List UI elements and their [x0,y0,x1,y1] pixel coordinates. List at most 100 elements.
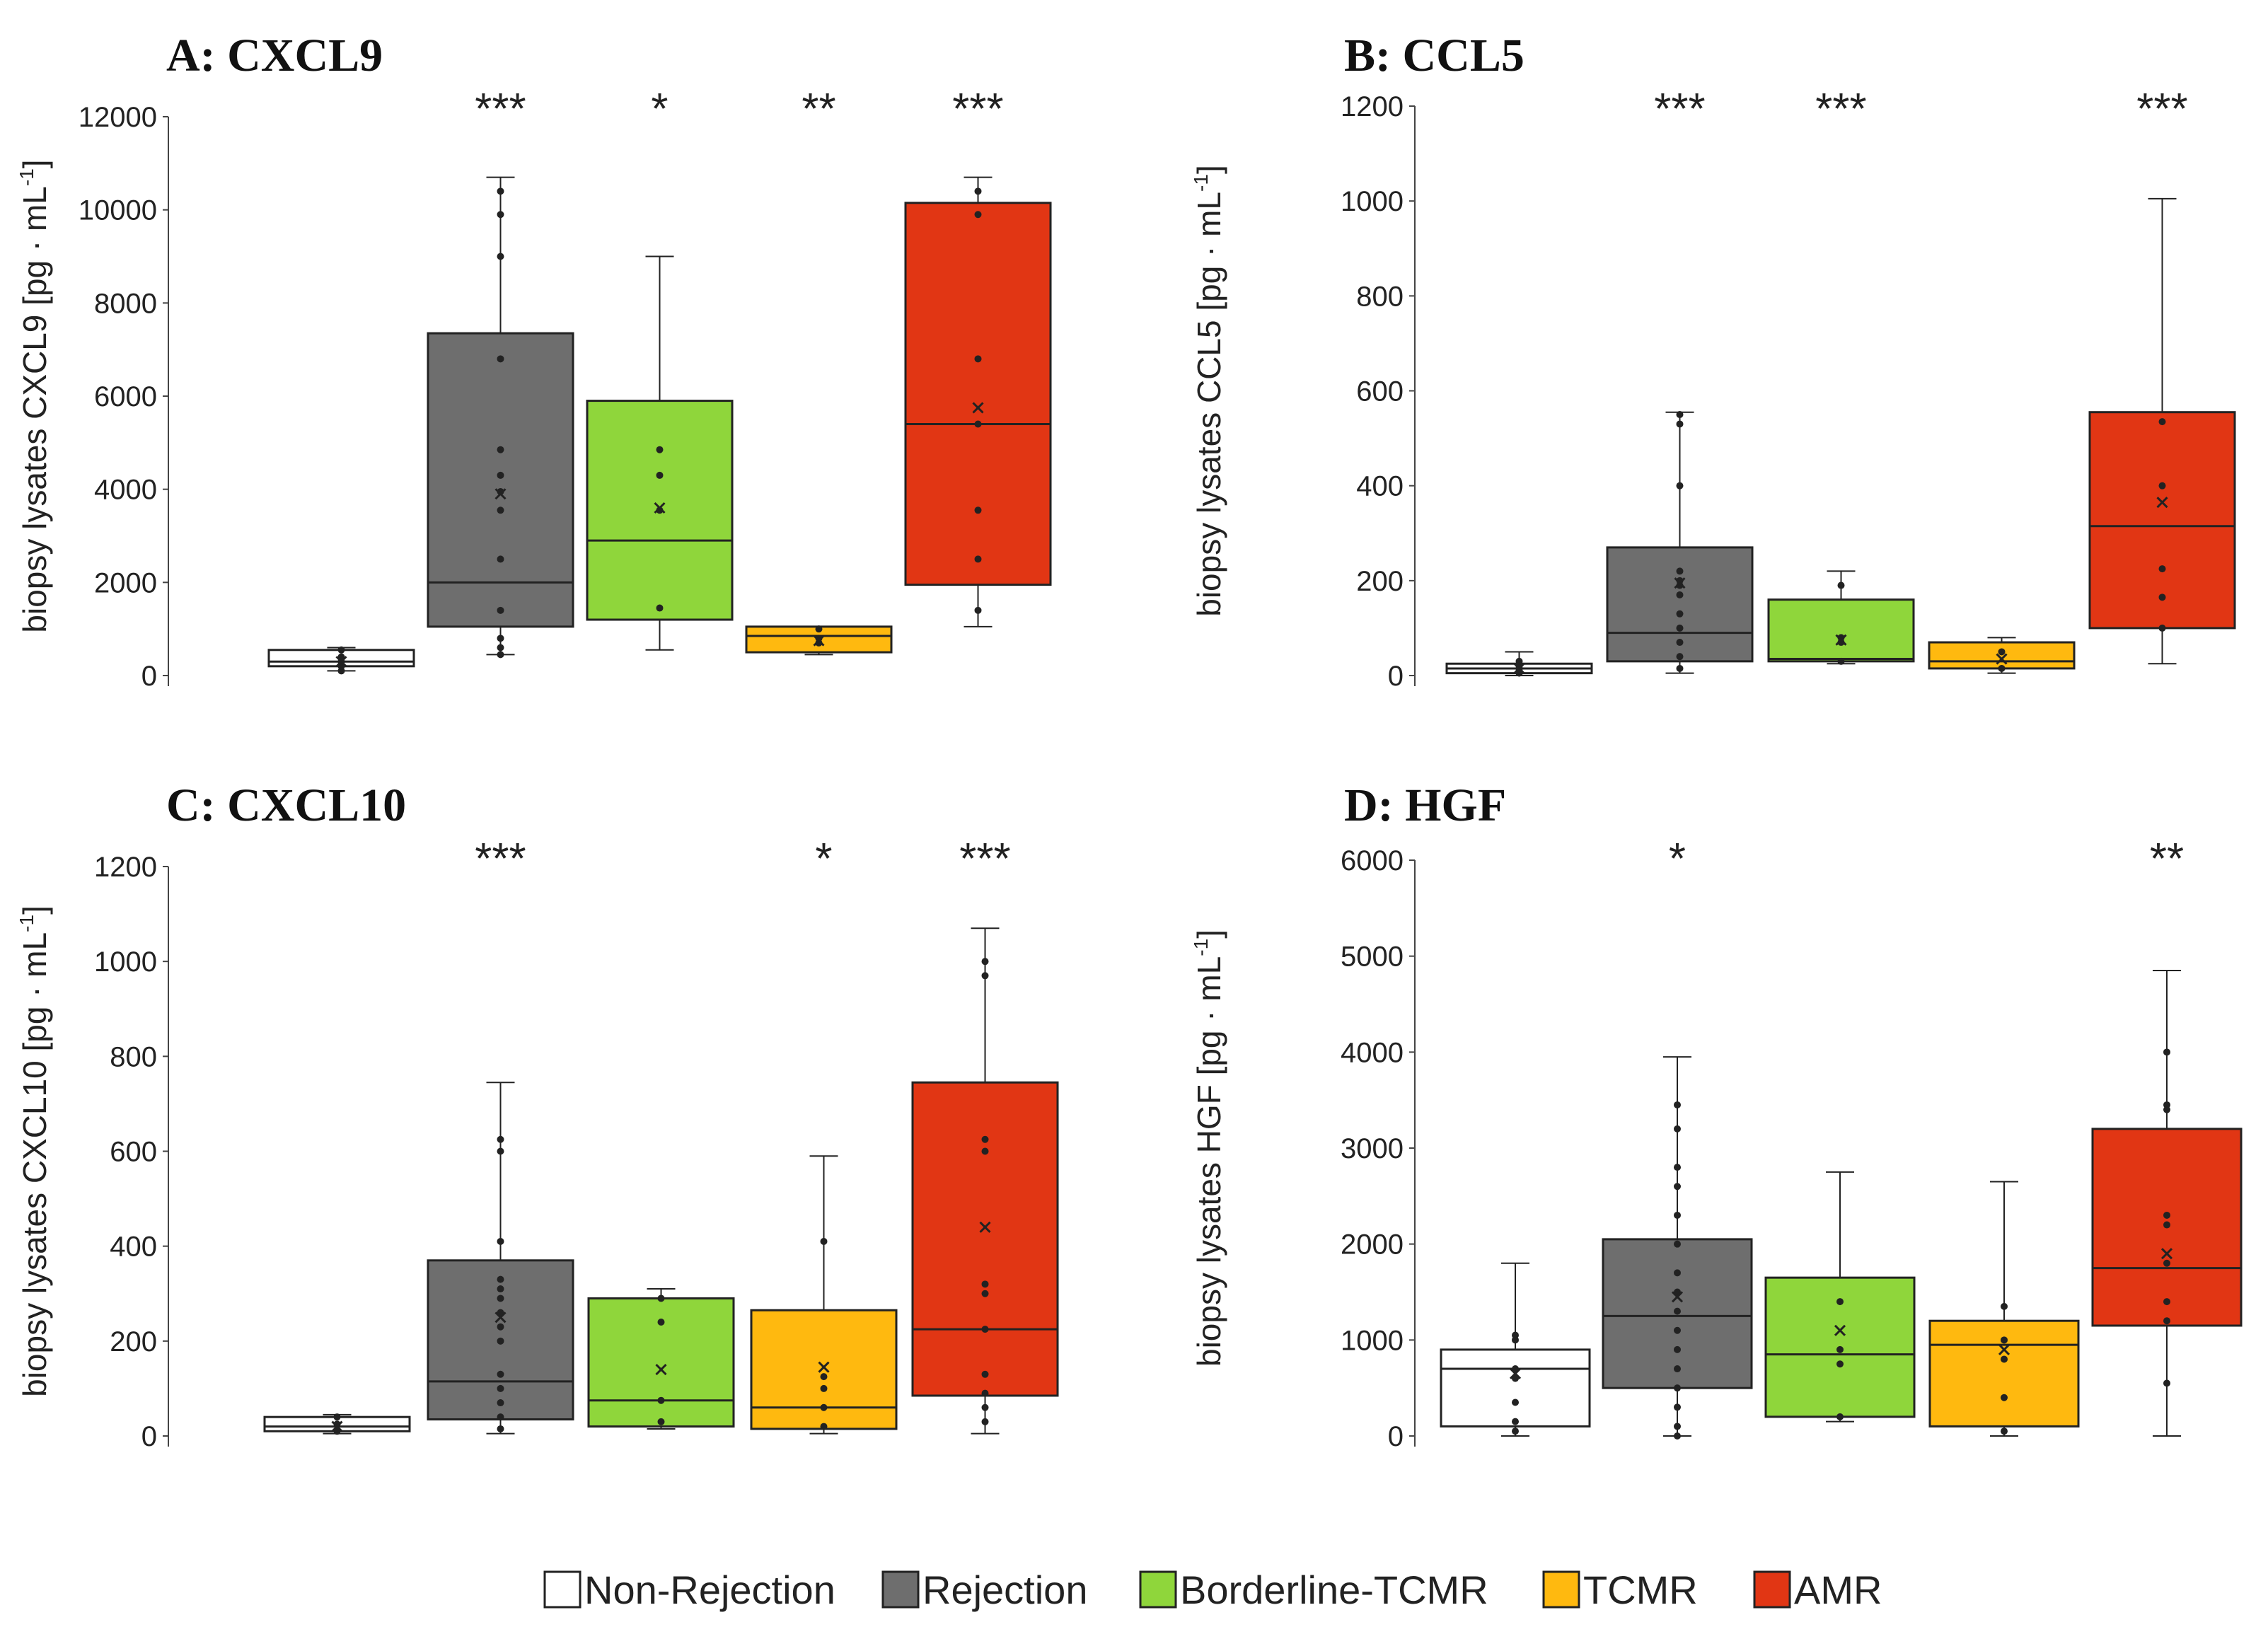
box-non-rejection [1440,1262,1591,1437]
box-non-rejection [1445,651,1593,677]
data-point [657,1418,665,1425]
y-tick-label: 12000 [79,102,157,133]
iqr-box [1928,641,2076,670]
data-point [1836,1360,1844,1368]
data-point [497,355,504,363]
y-tick-label: 200 [110,1326,157,1357]
y-tick-label: 1000 [1341,186,1404,217]
data-point [981,1418,989,1425]
data-point [974,555,982,563]
data-point [497,1413,504,1421]
data-point [497,555,504,563]
mean-marker [2156,497,2168,509]
y-axis-label: biopsy lysates CCL5 [pg · mL-1] [1190,165,1227,617]
data-point [1676,653,1684,661]
data-point [2001,1302,2008,1310]
y-tick-label: 1000 [1341,1325,1404,1356]
box-borderline-tcmr [1767,570,1915,665]
data-point [981,972,989,980]
y-tick-label: 1200 [1341,91,1404,122]
data-point [2163,1211,2170,1219]
y-tick-label: 5000 [1341,942,1404,973]
box-borderline-tcmr [587,1288,735,1430]
box-tcmr [750,1155,898,1435]
data-point [1674,1423,1681,1430]
data-point [333,1413,341,1421]
data-point [2163,1048,2170,1056]
y-tick-label: 0 [1388,1421,1404,1452]
data-point [497,1370,504,1378]
data-point [974,506,982,514]
box-amr [911,927,1059,1435]
data-point [497,1237,504,1245]
data-point [974,420,982,428]
data-point [1998,664,2006,672]
significance-label: ** [802,85,835,134]
data-point [497,1275,504,1283]
significance-label: ** [2150,835,2184,884]
data-point [1674,1125,1681,1133]
box-amr [2088,197,2236,665]
data-point [497,644,504,651]
data-point [656,446,664,453]
chart-panel-4: D: HGF 0 1000 2000 3000 4000 5000 6000 biopsy ly… [1190,780,2243,1452]
data-point [1676,482,1684,490]
data-point [1837,657,1845,665]
box-rejection [427,1082,574,1435]
data-point [2158,482,2166,490]
y-tick-label: 4000 [94,475,157,506]
data-point [656,471,664,479]
data-point [1674,1211,1681,1219]
data-point [974,355,982,363]
y-axis-label: biopsy lysates CXCL9 [pg · mL-1] [16,159,53,632]
data-point [1676,420,1684,428]
y-axis-label: biopsy lysates HGF [pg · mL-1] [1190,929,1227,1367]
mean-marker [1674,577,1686,589]
y-tick-label: 0 [141,1421,157,1452]
mean-marker [335,656,347,668]
data-point [820,1373,828,1381]
box-rejection [427,176,574,659]
data-point [2163,1317,2170,1325]
data-point [981,1147,989,1155]
data-point [1836,1345,1844,1353]
data-point [497,187,504,195]
box-amr [904,176,1052,627]
data-point [1674,1384,1681,1392]
data-point [2158,565,2166,573]
data-point [657,1295,665,1302]
data-point [1674,1307,1681,1315]
significance-label: * [815,835,832,884]
mean-marker [1509,1367,1522,1379]
data-point [1512,1427,1519,1435]
iqr-box [2088,411,2236,630]
data-point [497,1384,504,1392]
data-point [1836,1298,1844,1306]
box-non-rejection [263,1413,411,1435]
significance-label: *** [475,835,526,884]
data-point [1674,1326,1681,1334]
y-tick-label: 200 [1356,566,1404,597]
data-point [981,1290,989,1297]
significance-label: *** [1654,85,1705,134]
data-point [497,651,504,659]
panel-title: B: CCL5 [1344,30,1524,81]
iqr-box [427,332,574,628]
y-tick-label: 2000 [1341,1229,1404,1261]
data-point [497,1323,504,1331]
data-point [2163,1101,2170,1108]
data-point [1674,1101,1681,1108]
mean-marker [972,402,984,414]
data-point [497,471,504,479]
y-axis-label: biopsy lysates CXCL10 [pg · mL-1] [16,905,53,1397]
data-point [497,211,504,219]
legend: Non-Rejection Rejection Borderline-TCMR TCM… [543,1568,1882,1612]
data-point [1674,1240,1681,1248]
data-point [497,1337,504,1345]
panel-title: A: CXCL9 [166,30,383,81]
mean-marker [813,635,825,647]
data-point [974,187,982,195]
iqr-box [750,1309,898,1430]
mean-marker [1835,634,1847,646]
y-tick-label: 800 [110,1041,157,1072]
